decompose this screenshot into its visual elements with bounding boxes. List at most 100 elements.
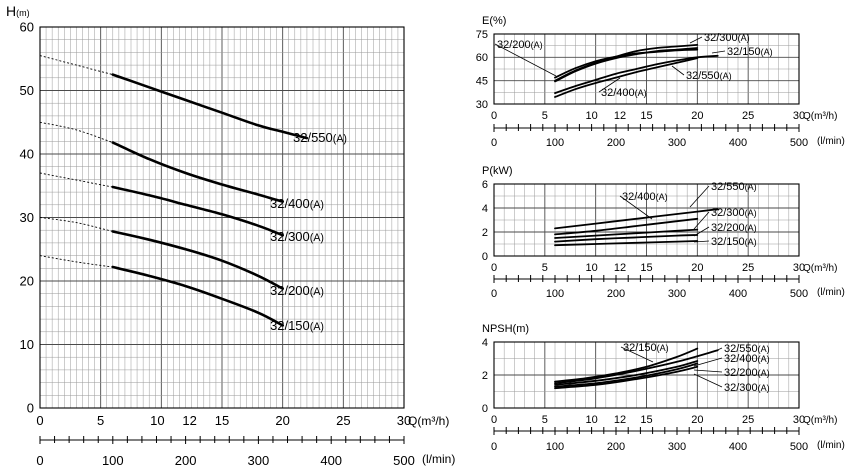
series-leader-line (693, 369, 723, 373)
lmin-tick-label: 400 (729, 137, 747, 149)
y-tick-label: 6 (482, 179, 488, 191)
x-tick-label: 25 (742, 262, 754, 274)
series-extrapolated-32-150 (39, 255, 113, 268)
y-tick-label: 60 (20, 20, 34, 35)
lmin-tick-label: 100 (546, 137, 564, 149)
x-tick-label: 0 (491, 110, 497, 122)
series-label: 32/150(A) (727, 46, 773, 58)
lmin-tick-label: 200 (607, 288, 625, 300)
series-leader-line (693, 211, 710, 230)
x-tick-label: 10 (586, 414, 598, 426)
series-label: 32/150(A) (623, 342, 669, 354)
lmin-tick-label: 400 (320, 453, 342, 468)
x-tick-label: 20 (275, 413, 289, 428)
series-label: 32/400(A) (601, 87, 647, 99)
series-extrapolated-32-400 (39, 121, 113, 144)
x-tick-label: 0 (36, 413, 43, 428)
series-line-32-400 (554, 217, 699, 236)
series-label: 32/550(A) (724, 343, 770, 355)
y-tick-label: 75 (476, 29, 488, 41)
lmin-axis-label: (l/min) (817, 440, 845, 451)
x-axis-label: Q(m³/h) (803, 415, 837, 426)
x-tick-label: 5 (542, 110, 548, 122)
series-label: 32/400(A) (724, 353, 770, 365)
lmin-tick-label: 200 (607, 137, 625, 149)
lmin-tick-label: 0 (36, 453, 43, 468)
lmin-tick-label: 500 (790, 441, 808, 453)
series-line-32-300 (554, 228, 699, 239)
x-tick-label: 12 (614, 414, 626, 426)
series-leader-line (494, 43, 557, 77)
lmin-axis-label: (l/min) (817, 136, 845, 147)
y-tick-label: 30 (20, 210, 34, 225)
y-tick-label: 10 (20, 337, 34, 352)
y-axis-label: P(kW) (482, 165, 513, 177)
lmin-tick-label: 100 (546, 288, 564, 300)
x-tick-label: 5 (97, 413, 104, 428)
series-line-32-150 (554, 44, 699, 82)
x-tick-label: 12 (614, 262, 626, 274)
series-label: 32/300(A) (270, 229, 324, 244)
y-axis-label: H(m) (6, 3, 30, 19)
series-leader-line (619, 195, 653, 220)
series-label: 32/200(A) (497, 39, 543, 51)
series-label: 32/550(A) (686, 70, 732, 82)
series-label: 32/550(A) (293, 130, 347, 145)
lmin-tick-label: 300 (668, 441, 686, 453)
lmin-tick-label: 400 (729, 288, 747, 300)
x-axis-label: Q(m³/h) (803, 263, 837, 274)
y-tick-label: 45 (476, 76, 488, 88)
series-label: 32/400(A) (622, 191, 668, 203)
x-tick-label: 30 (793, 414, 805, 426)
y-tick-label: 20 (20, 274, 34, 289)
series-label: 32/300(A) (711, 207, 757, 219)
series-leader-line (693, 240, 710, 243)
x-tick-label: 25 (742, 414, 754, 426)
lmin-tick-label: 0 (491, 288, 497, 300)
series-line-32-150 (554, 347, 699, 383)
x-axis-label: Q(m³/h) (408, 414, 449, 428)
x-tick-label: 0 (491, 414, 497, 426)
series-label: 32/150(A) (711, 236, 757, 248)
x-tick-label: 20 (691, 414, 703, 426)
x-tick-label: 12 (614, 110, 626, 122)
plot-frame (493, 33, 800, 105)
series-label: 32/200(A) (724, 367, 770, 379)
y-tick-label: 4 (482, 203, 488, 215)
lmin-tick-label: 100 (546, 441, 564, 453)
x-tick-label: 12 (182, 413, 196, 428)
y-axis-label: NPSH(m) (482, 323, 529, 335)
series-line-32-550 (554, 349, 719, 385)
lmin-tick-label: 300 (668, 137, 686, 149)
x-tick-label: 25 (336, 413, 350, 428)
series-leader-line (598, 77, 621, 93)
series-leader-line (693, 373, 723, 388)
x-tick-label: 15 (640, 262, 652, 274)
y-tick-label: 4 (482, 337, 488, 349)
y-tick-label: 50 (20, 83, 34, 98)
y-tick-label: 2 (482, 370, 488, 382)
series-line-32-150 (554, 240, 699, 247)
series-line-32-400 (554, 360, 699, 386)
series-leader-line (671, 65, 685, 76)
plot-frame (493, 341, 800, 409)
lmin-tick-label: 200 (607, 441, 625, 453)
lmin-tick-label: 500 (790, 137, 808, 149)
series-label: 32/150(A) (270, 318, 324, 333)
lmin-axis-label: (l/min) (817, 287, 845, 298)
lmin-tick-label: 0 (491, 137, 497, 149)
series-line-32-400 (111, 141, 284, 203)
x-axis-label: Q(m³/h) (803, 111, 837, 122)
y-tick-label: 0 (27, 401, 34, 416)
lmin-tick-label: 0 (491, 441, 497, 453)
x-tick-label: 5 (542, 262, 548, 274)
x-tick-label: 20 (691, 262, 703, 274)
series-line-32-400 (554, 57, 699, 98)
series-label: 32/300(A) (704, 32, 750, 44)
lmin-tick-label: 300 (668, 288, 686, 300)
x-tick-label: 10 (150, 413, 164, 428)
series-line-32-550 (554, 54, 719, 94)
series-line-32-200 (111, 230, 284, 290)
